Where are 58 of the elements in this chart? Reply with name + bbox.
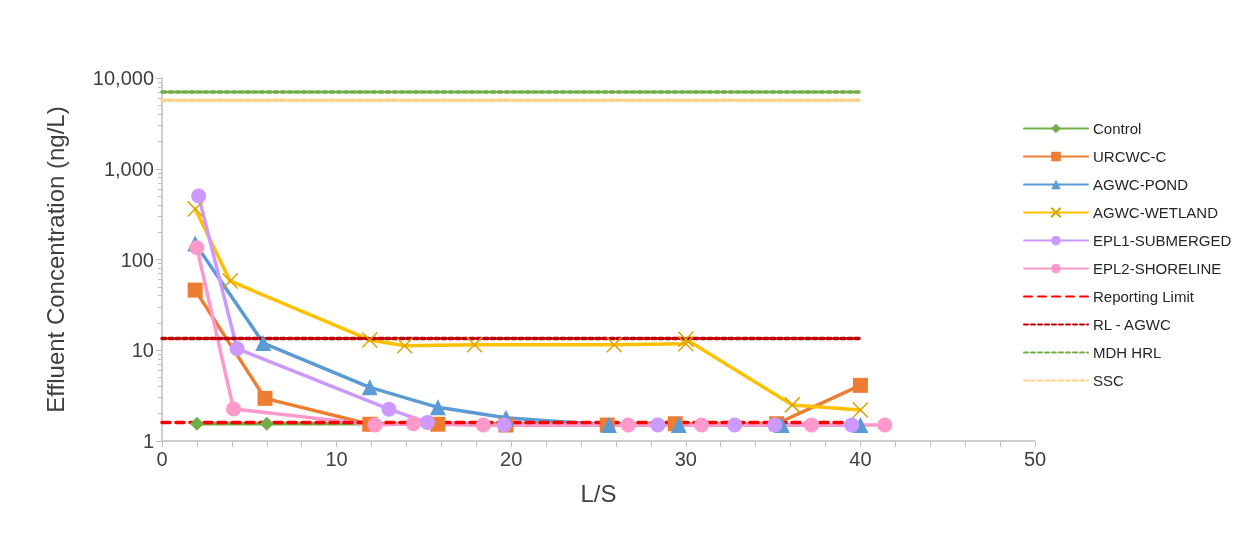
x-tick-label: 40: [849, 448, 872, 470]
point: [186, 200, 204, 218]
point: [852, 401, 869, 419]
point: [221, 272, 239, 290]
point: [852, 377, 868, 393]
point: [396, 337, 413, 355]
x-axis-title: L/S: [580, 479, 617, 507]
legend-label: MDH HRL: [1093, 344, 1162, 361]
x-tick-label: 10: [325, 448, 348, 470]
point: [381, 401, 397, 417]
legend-label: Control: [1093, 120, 1142, 137]
point: [475, 417, 491, 433]
point: [727, 417, 743, 433]
legend-label: URCWC-C: [1093, 148, 1167, 165]
y-tick-label: 1: [142, 430, 154, 452]
y-tick-label: 10: [131, 339, 154, 362]
x-tick-label: 30: [674, 448, 697, 470]
point: [620, 417, 636, 433]
point: [677, 335, 695, 352]
legend-label: Reporting Limit: [1093, 288, 1195, 305]
point: [605, 336, 623, 353]
legend-label: RL - AGWC: [1093, 316, 1171, 333]
point: [367, 417, 383, 433]
point: [677, 331, 695, 348]
point: [255, 335, 272, 352]
point: [466, 336, 483, 353]
point: [784, 396, 801, 414]
y-tick-label: 10,000: [92, 67, 154, 89]
point: [361, 379, 378, 396]
legend-label: SSC: [1093, 372, 1125, 389]
point: [419, 414, 435, 430]
legend-label: EPL1-SUBMERGED: [1093, 232, 1232, 249]
x-tick-label: 20: [500, 448, 523, 470]
point: [187, 282, 203, 298]
y-tick-label: 100: [120, 248, 154, 271]
point: [229, 341, 245, 357]
legend-label: AGWC-WETLAND: [1093, 204, 1219, 221]
point: [650, 417, 666, 433]
point: [226, 401, 242, 417]
point: [191, 188, 207, 204]
point: [257, 390, 273, 406]
x-tick-label: 50: [1023, 448, 1047, 470]
point: [844, 417, 860, 433]
point: [189, 416, 204, 431]
legend-label: AGWC-POND: [1093, 176, 1189, 193]
point: [361, 331, 379, 349]
x-tick-label: 0: [156, 448, 168, 470]
legend-label: EPL2-SHORELINE: [1093, 260, 1222, 277]
point: [877, 417, 893, 433]
y-tick-label: 1,000: [103, 157, 154, 180]
point: [670, 417, 687, 434]
point: [804, 417, 820, 433]
point: [694, 417, 710, 433]
point: [189, 240, 205, 256]
point: [429, 399, 446, 416]
point: [259, 416, 274, 431]
point: [405, 416, 421, 432]
y-axis-title: Effluent Concentration (ng/L): [41, 106, 69, 413]
